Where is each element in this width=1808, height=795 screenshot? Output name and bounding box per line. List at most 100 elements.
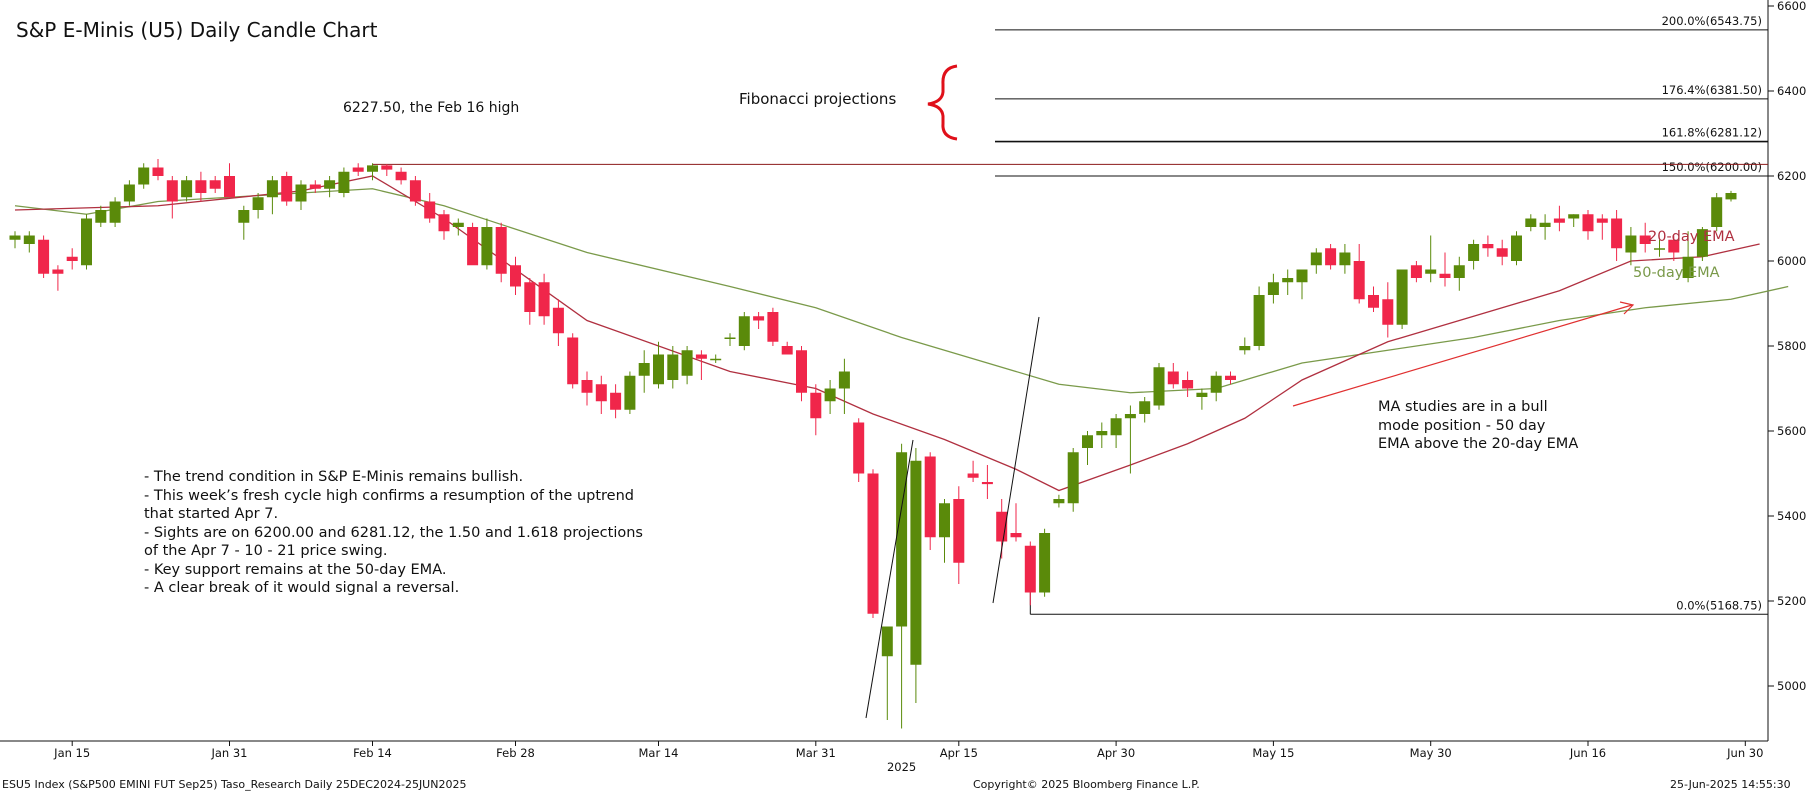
- candle-body: [924, 456, 936, 538]
- x-tick-label: Feb 14: [353, 746, 392, 760]
- chart-title: S&P E-Minis (U5) Daily Candle Chart: [16, 18, 378, 42]
- y-tick-label: 6200: [1777, 169, 1806, 183]
- candle-body: [1611, 218, 1623, 249]
- candle-body: [9, 235, 21, 240]
- swing-line-1: [865, 439, 914, 719]
- candle-body: [552, 307, 564, 334]
- commentary-line: - This week’s fresh cycle high confirms …: [144, 487, 634, 504]
- candle-body: [1196, 392, 1208, 397]
- candle-body: [38, 239, 50, 274]
- candle-body: [1496, 248, 1508, 257]
- candle-body: [1511, 235, 1522, 261]
- candle-body: [166, 180, 178, 202]
- candle-body: [152, 167, 164, 176]
- candle-body: [567, 337, 579, 385]
- candle-body: [896, 452, 908, 627]
- y-tick-label: 5000: [1777, 679, 1806, 693]
- candle-body: [224, 176, 235, 198]
- year-label: 2025: [887, 760, 916, 774]
- candle-body: [1553, 218, 1565, 223]
- fib-level-label: 200.0%(6543.75): [1662, 14, 1762, 28]
- x-tick-label: Jan 31: [210, 746, 247, 760]
- candle-body: [510, 265, 521, 287]
- candle-body: [1325, 248, 1337, 266]
- candle-body: [1482, 244, 1494, 249]
- candle-body: [624, 375, 636, 410]
- y-tick-label: 6600: [1777, 0, 1806, 13]
- x-tick-label: Apr 30: [1097, 746, 1135, 760]
- candle-body: [610, 392, 622, 410]
- candle-body: [438, 214, 450, 232]
- ema20-line: [14, 175, 1760, 492]
- candle-body: [266, 180, 278, 198]
- y-tick-label: 6000: [1777, 254, 1806, 268]
- candle-body: [1067, 452, 1079, 504]
- candle-body: [23, 235, 35, 244]
- feb-high-annotation: 6227.50, the Feb 16 high: [343, 100, 520, 116]
- candle-body: [1725, 193, 1737, 200]
- candle-body: [1353, 261, 1365, 300]
- candle-body: [123, 184, 135, 202]
- candle-body: [1167, 371, 1179, 385]
- x-tick-label: Apr 15: [940, 746, 978, 760]
- candle-body: [367, 165, 378, 172]
- candle-body: [195, 180, 207, 193]
- candle-body: [295, 184, 307, 202]
- ema20-label: 20-day EMA: [1648, 229, 1735, 245]
- ema50-line: [14, 188, 1789, 394]
- swing-line-2: [992, 316, 1040, 604]
- candle-body: [1153, 367, 1165, 406]
- commentary-line: that started Apr 7.: [144, 506, 279, 522]
- candle-body: [953, 499, 965, 563]
- candle-body: [710, 358, 722, 361]
- candle-body: [910, 460, 922, 665]
- ma-note-line: EMA above the 20-day EMA: [1378, 436, 1579, 452]
- candle-body: [1182, 380, 1194, 389]
- candle-body: [1668, 239, 1680, 253]
- candle-body: [1296, 269, 1308, 283]
- candle-body: [738, 316, 750, 346]
- candle-body: [381, 165, 393, 170]
- candle-body: [1096, 431, 1108, 436]
- candle-body: [1225, 375, 1236, 380]
- commentary-line: - Key support remains at the 50-day EMA.: [144, 561, 447, 578]
- bull-arrow-head-icon: [1619, 301, 1635, 315]
- candle-body: [781, 346, 793, 355]
- candle-body: [653, 354, 664, 385]
- commentary-line: - The trend condition in S&P E-Minis rem…: [144, 469, 524, 485]
- candle-body: [638, 363, 650, 376]
- candle-body: [753, 316, 765, 321]
- candle-body: [452, 222, 464, 227]
- candle-body: [767, 312, 779, 342]
- candle-body: [1639, 235, 1651, 244]
- candle-body: [1596, 218, 1608, 223]
- candle-body: [309, 184, 321, 189]
- candle-body: [538, 282, 550, 317]
- candle-body: [66, 256, 78, 261]
- y-tick-label: 5600: [1777, 424, 1806, 438]
- candle-body: [1339, 252, 1351, 266]
- x-tick-label: Jun 16: [1569, 746, 1606, 760]
- ema50-label: 50-day EMA: [1633, 265, 1720, 281]
- candle-body: [824, 388, 836, 402]
- fib-level-label: 0.0%(5168.75): [1676, 598, 1762, 612]
- ma-note-line: mode position - 50 day: [1378, 417, 1546, 434]
- candle-body: [1696, 229, 1708, 257]
- y-tick-label: 5800: [1777, 339, 1806, 353]
- candle-body: [1654, 248, 1665, 250]
- candle-body: [1139, 401, 1151, 414]
- candle-body: [138, 167, 150, 185]
- candle-body: [1625, 235, 1637, 253]
- candle-body: [238, 210, 250, 223]
- fib-level-label: 150.0%(6200.00): [1662, 160, 1762, 174]
- candle-body: [1010, 533, 1022, 538]
- footer-source: ESU5 Index (S&P500 EMINI FUT Sep25) Taso…: [2, 778, 467, 791]
- candle-body: [1382, 299, 1394, 325]
- candle-body: [939, 503, 950, 538]
- candle-body: [409, 180, 421, 202]
- fib-level-label: 176.4%(6381.50): [1662, 83, 1762, 97]
- candle-body: [1525, 218, 1537, 227]
- candle-body: [1468, 244, 1480, 261]
- ma-note-line: MA studies are in a bull: [1378, 399, 1548, 415]
